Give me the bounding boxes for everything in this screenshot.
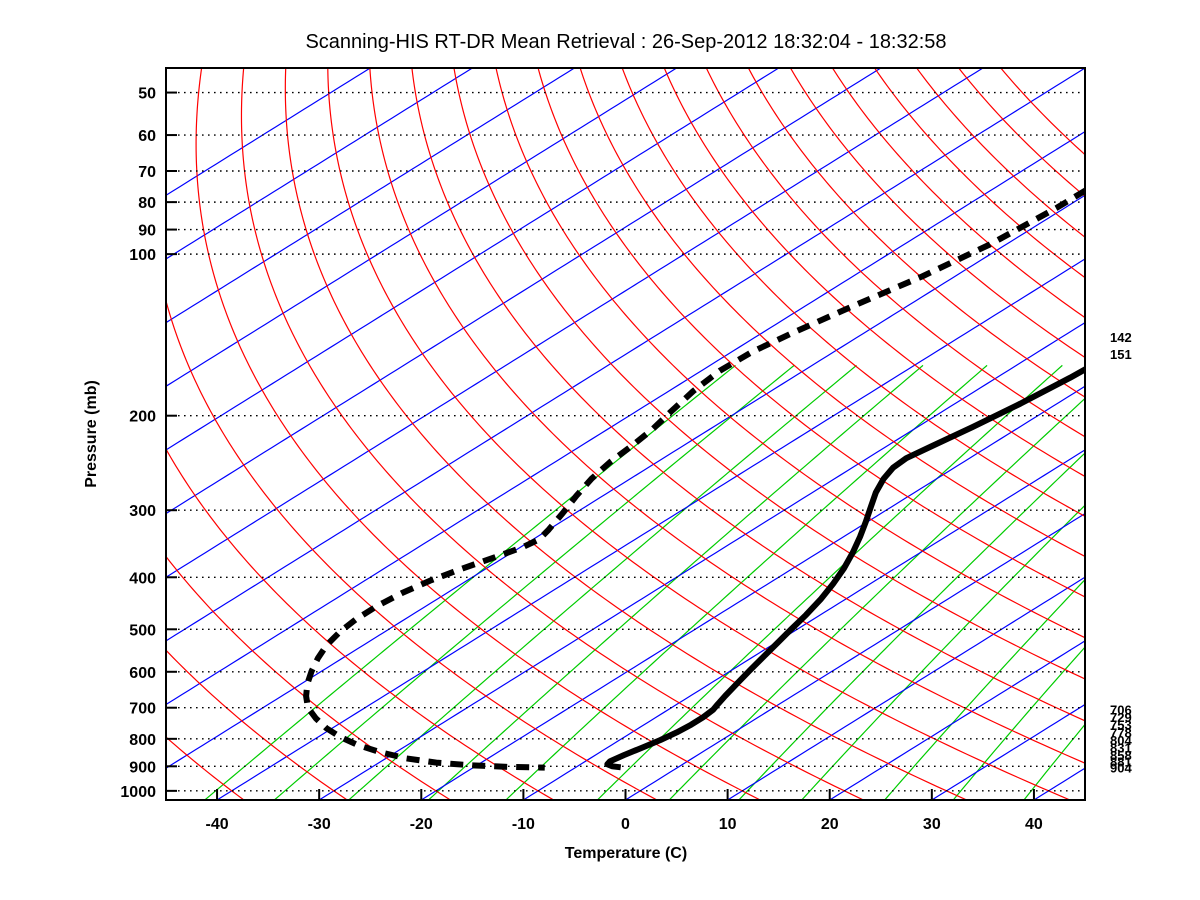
y-axis-tick-label: 70 bbox=[138, 164, 156, 181]
dry-adiabat-line bbox=[166, 298, 658, 800]
x-axis-tick-label: 0 bbox=[621, 816, 630, 833]
dry-adiabat-line bbox=[166, 447, 555, 800]
y-axis-label: Pressure (mb) bbox=[83, 380, 100, 488]
mixing-ratio-line bbox=[273, 364, 795, 800]
dry-adiabat-line bbox=[705, 68, 1085, 438]
mixing-ratio-line bbox=[801, 504, 1085, 800]
mixing-ratio-line bbox=[738, 452, 1085, 800]
dry-adiabat-line bbox=[284, 68, 967, 800]
dry-adiabat-line bbox=[789, 68, 1085, 359]
y-axis-tick-label: 60 bbox=[138, 128, 156, 145]
x-axis-tick-label: -40 bbox=[205, 816, 228, 833]
isotherm-line bbox=[166, 68, 882, 515]
y-axis-tick-label: 50 bbox=[138, 86, 156, 103]
isotherm-line bbox=[166, 68, 677, 387]
dry-adiabat-line bbox=[874, 68, 1085, 279]
dry-adiabat-line bbox=[369, 68, 1085, 764]
dry-adiabat-lines bbox=[166, 68, 1085, 800]
y-axis-ticks: 50 60 70 80 90 100 200 300 400 500 600 700 800 900 100… bbox=[120, 86, 177, 801]
isotherm-line bbox=[166, 68, 984, 578]
x-axis-tick-label: 20 bbox=[821, 816, 839, 833]
x-axis-label: Temperature (C) bbox=[565, 845, 687, 862]
y-axis-tick-label: 700 bbox=[129, 701, 156, 718]
x-axis-tick-label: -10 bbox=[512, 816, 535, 833]
dry-adiabat-line bbox=[166, 649, 348, 800]
dry-adiabat-line bbox=[958, 68, 1085, 198]
y-axis-tick-label: 200 bbox=[129, 409, 156, 426]
isotherm-line bbox=[166, 68, 1085, 642]
mixing-ratio-line bbox=[348, 364, 857, 800]
right-pressure-label: 778 bbox=[1110, 725, 1132, 740]
dry-adiabat-line bbox=[747, 68, 1085, 398]
isotherm-line bbox=[216, 258, 1085, 800]
isotherm-line bbox=[523, 449, 1085, 800]
x-axis-tick-label: -20 bbox=[410, 816, 433, 833]
right-pressure-label: 804 bbox=[1110, 733, 1132, 748]
y-axis-tick-label: 300 bbox=[129, 503, 156, 520]
dry-adiabat-line bbox=[916, 68, 1085, 238]
right-pressure-label: 858 bbox=[1110, 748, 1132, 763]
y-axis-tick-label: 90 bbox=[138, 223, 156, 240]
dry-adiabat-line bbox=[832, 68, 1085, 319]
right-pressure-label: 904 bbox=[1110, 760, 1132, 775]
y-axis-tick-label: 400 bbox=[129, 570, 156, 587]
dry-adiabat-line bbox=[453, 68, 1085, 680]
page-title: Scanning-HIS RT-DR Mean Retrieval : 26-S… bbox=[305, 31, 946, 53]
isotherm-line bbox=[625, 512, 1085, 800]
x-axis-tick-label: 30 bbox=[923, 816, 941, 833]
mixing-ratio-line bbox=[428, 364, 924, 800]
mixing-ratio-line bbox=[884, 578, 1085, 800]
isotherm-line bbox=[727, 576, 1085, 800]
dry-adiabat-line bbox=[327, 68, 1071, 800]
y-axis-tick-label: 600 bbox=[129, 665, 156, 682]
x-axis-tick-label: 10 bbox=[719, 816, 737, 833]
background-lines bbox=[166, 68, 1085, 800]
x-axis-tick-label: 40 bbox=[1025, 816, 1043, 833]
isotherm-line bbox=[420, 385, 1085, 800]
x-axis-tick-label: -30 bbox=[308, 816, 331, 833]
isotherm-line bbox=[166, 68, 779, 451]
isotherm-line bbox=[829, 640, 1085, 800]
dry-adiabat-line bbox=[579, 68, 1085, 558]
y-axis-tick-label: 900 bbox=[129, 759, 156, 776]
temperature-profile-curve bbox=[604, 365, 1085, 771]
right-pressure-label: 142 bbox=[1110, 330, 1132, 345]
mixing-ratio-line bbox=[952, 646, 1085, 800]
dry-adiabat-line bbox=[621, 68, 1085, 518]
dry-adiabat-line bbox=[411, 68, 1085, 722]
dry-adiabat-line bbox=[166, 555, 451, 800]
right-pressure-label: 753 bbox=[1110, 718, 1132, 733]
isotherm-line bbox=[166, 68, 371, 197]
y-axis-tick-label: 500 bbox=[129, 622, 156, 639]
dry-adiabat-line bbox=[537, 68, 1085, 598]
isotherm-line bbox=[166, 68, 473, 260]
dry-adiabat-line bbox=[495, 68, 1085, 639]
y-axis-tick-label: 1000 bbox=[120, 784, 156, 801]
profile-curves bbox=[303, 187, 1085, 771]
isotherm-lines bbox=[166, 68, 1085, 800]
dry-adiabat-line bbox=[663, 68, 1085, 478]
isotherm-line bbox=[166, 68, 575, 324]
right-pressure-label: 881 bbox=[1110, 754, 1132, 769]
dewpoint-profile-curve bbox=[303, 187, 1085, 771]
right-pressure-label: 151 bbox=[1110, 347, 1132, 362]
mixing-ratio-line bbox=[596, 364, 1063, 800]
isotherm-line bbox=[166, 130, 1085, 706]
right-pressure-label: 706 bbox=[1110, 703, 1132, 718]
x-axis-ticks: -40 -30 -20 -10 0 10 20 30 40 bbox=[205, 789, 1043, 833]
y-axis-tick-label: 800 bbox=[129, 732, 156, 749]
mixing-ratio-line bbox=[1023, 723, 1085, 800]
dry-adiabat-line bbox=[195, 68, 761, 800]
right-pressure-label: 729 bbox=[1110, 710, 1132, 725]
y-axis-tick-label: 80 bbox=[138, 195, 156, 212]
isotherm-line bbox=[318, 321, 1085, 800]
dry-adiabat-line bbox=[240, 68, 864, 800]
y-axis-tick-label: 100 bbox=[129, 247, 156, 264]
right-pressure-label: 831 bbox=[1110, 741, 1132, 756]
